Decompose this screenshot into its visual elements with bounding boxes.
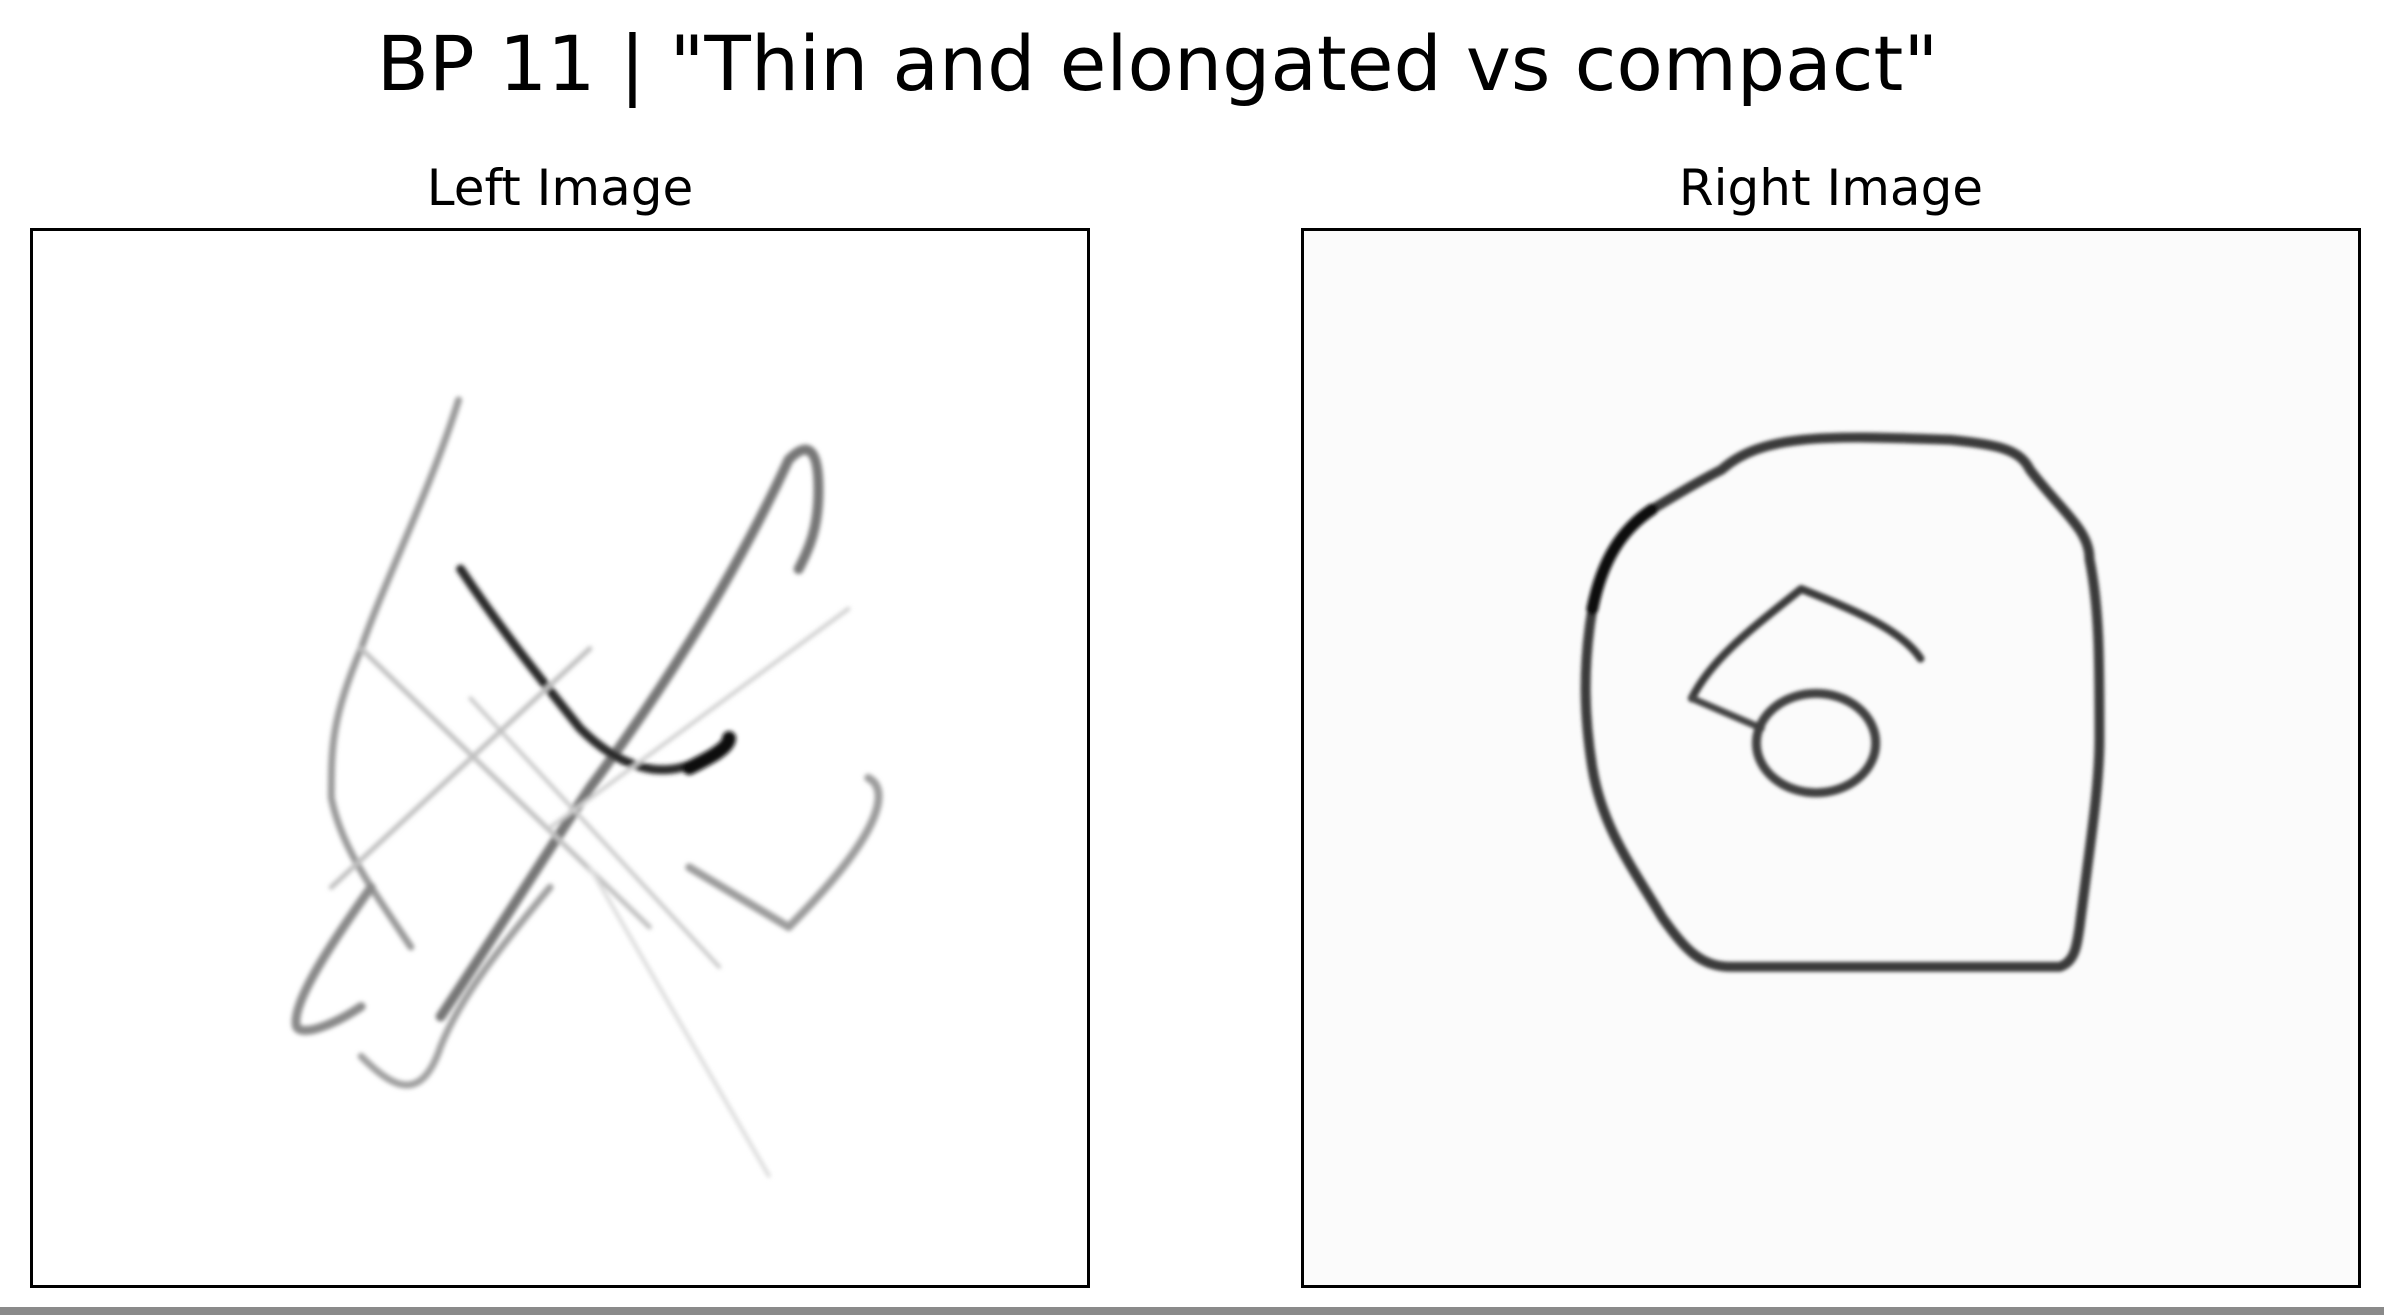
stroke-long-left [327,396,463,951]
left-image-drawing [291,396,883,1178]
right-panel-title: Right Image [1678,159,1984,217]
stroke-down-point [357,883,554,1089]
stroke-dark-center [456,564,724,775]
right-image-drawing [1580,432,2105,972]
inner-connector [1688,694,1765,732]
stroke-sweep-diagonal [435,444,824,1022]
stroke-faint-trail [587,865,771,1178]
stroke-faint-cross-4 [548,606,851,830]
left-panel-title: Left Image [426,159,694,217]
stroke-dark-knot [682,731,736,775]
figure-title: BP 11 | "Thin and elongated vs compact" [376,19,1939,108]
stroke-faint-cross-2 [468,696,722,969]
stroke-crescent-bottom [291,882,376,1035]
inner-chevron [1687,584,1925,703]
stroke-hook-right [685,773,883,932]
inner-circle [1751,688,1881,798]
stroke-faint-cross-3 [328,646,593,890]
stroke-faint-cross-1 [358,646,652,930]
bottom-border-strip [0,1307,2384,1315]
left-image-panel [30,228,1090,1288]
right-image-panel [1301,228,2361,1288]
outer-dark-accent [1586,503,1658,615]
